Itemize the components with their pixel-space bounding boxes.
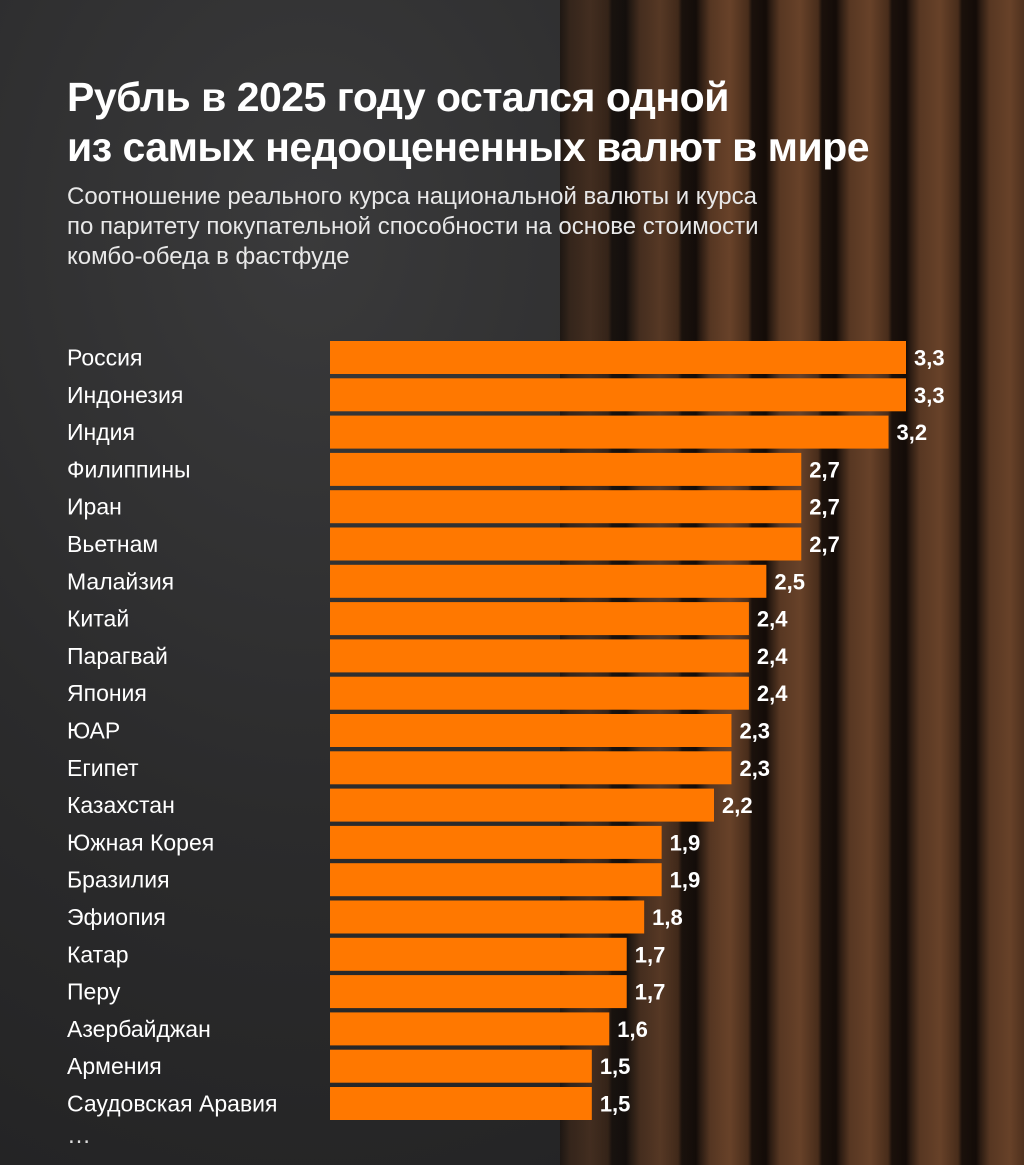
category-label: Индонезия [67,382,183,408]
category-label: Китай [67,606,129,632]
category-label: Катар [67,941,129,967]
chart-subtitle: Соотношение реального курса национальной… [67,182,967,272]
value-label: 2,7 [809,495,840,520]
bar [330,378,906,412]
bar [330,788,714,822]
category-label: Бразилия [67,867,170,893]
category-label: Саудовская Аравия [67,1091,277,1117]
category-label: Парагвай [67,643,168,669]
value-label: 2,4 [757,681,788,706]
value-label: 2,2 [722,793,753,818]
value-label: 2,4 [757,644,788,669]
more-items-indicator: … [67,1122,93,1149]
value-label: 1,5 [600,1054,631,1079]
value-label: 3,3 [914,346,945,371]
bar [330,341,906,374]
category-label: Россия [67,345,142,371]
bar [330,676,749,710]
value-label: 1,7 [635,980,666,1005]
bar [330,1049,592,1083]
bar [330,825,662,859]
value-label: 1,7 [635,942,666,967]
value-label: 2,3 [739,719,770,744]
bar [330,564,767,598]
value-label: 1,8 [652,905,683,930]
bar [330,937,627,971]
subtitle-line-2: по паритету покупательной способности на… [67,213,759,240]
category-label: Индия [67,419,135,445]
bar [330,863,662,897]
category-label: Эфиопия [67,904,166,930]
category-label: ЮАР [67,718,120,744]
bar [330,415,889,449]
subtitle-line-1: Соотношение реального курса национальной… [67,183,757,210]
chart-title: Рубль в 2025 году остался одной из самых… [67,72,987,172]
value-label: 1,5 [600,1092,631,1117]
category-label: Иран [67,494,122,520]
category-label: Армения [67,1053,162,1079]
value-label: 2,3 [739,756,770,781]
bar [330,490,802,524]
category-label: Малайзия [67,568,174,594]
bar [330,527,802,561]
bar [330,602,749,636]
category-label: Филиппины [67,456,191,482]
bar [330,1087,592,1120]
bar [330,900,645,934]
bar [330,1012,610,1046]
category-label: Япония [67,680,147,706]
value-label: 1,9 [670,868,701,893]
value-label: 2,4 [757,607,788,632]
bar [330,751,732,785]
subtitle-line-3: комбо-обеда в фастфуде [67,243,350,270]
category-label: Азербайджан [67,1016,211,1042]
title-line-2: из самых недооцененных валют в мире [67,124,870,170]
value-label: 3,3 [914,383,945,408]
category-label: Казахстан [67,792,175,818]
bar [330,714,732,747]
title-line-1: Рубль в 2025 году остался одной [67,74,729,120]
category-label: Вьетнам [67,531,158,557]
value-label: 3,2 [897,420,928,445]
bar [330,452,802,486]
bar [330,639,749,673]
value-label: 1,9 [670,830,701,855]
value-label: 2,5 [774,569,805,594]
bar [330,975,627,1009]
value-label: 2,7 [809,457,840,482]
category-label: Перу [67,979,121,1005]
category-label: Египет [67,755,139,781]
category-label: Южная Корея [67,829,214,855]
value-label: 2,7 [809,532,840,557]
value-label: 1,6 [617,1017,648,1042]
